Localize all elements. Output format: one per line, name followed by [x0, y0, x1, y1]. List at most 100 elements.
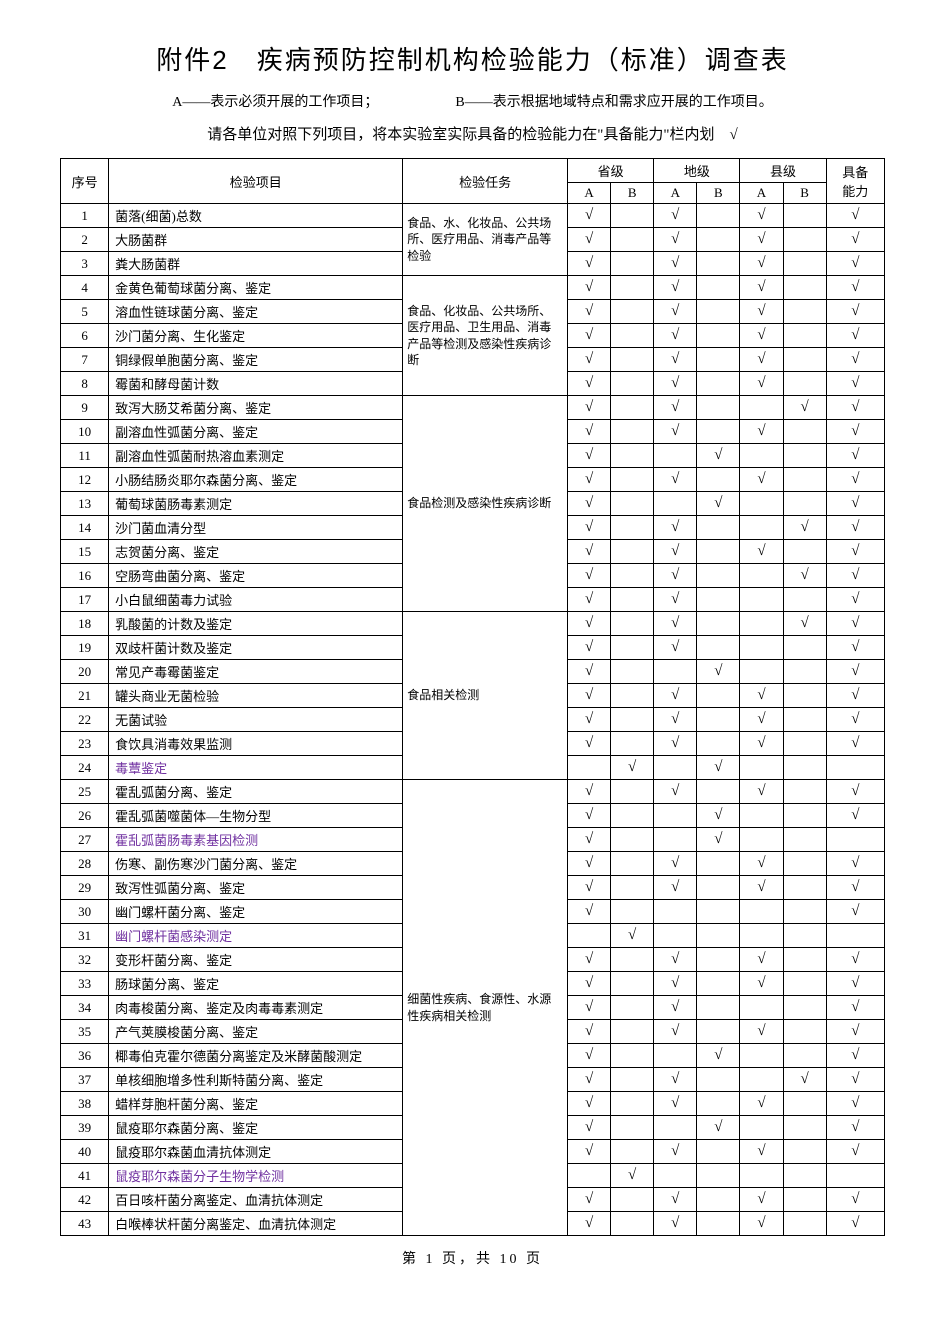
checkmark-icon: √: [585, 639, 593, 655]
checkmark-icon: √: [585, 1143, 593, 1159]
cell-check: [654, 804, 697, 828]
checkmark-icon: √: [851, 903, 859, 919]
cell-check: [611, 852, 654, 876]
cell-seq: 5: [61, 300, 109, 324]
checkmark-icon: √: [851, 663, 859, 679]
cell-check: √: [654, 1020, 697, 1044]
cell-check: [783, 420, 826, 444]
cell-check: [740, 516, 783, 540]
cell-seq: 29: [61, 876, 109, 900]
cell-check: √: [654, 1212, 697, 1236]
cell-check: √: [654, 516, 697, 540]
checkmark-icon: √: [671, 327, 679, 343]
cell-check: √: [568, 300, 611, 324]
cell-check: [654, 756, 697, 780]
cell-check: [611, 276, 654, 300]
cell-check: [697, 372, 740, 396]
checkmark-icon: √: [585, 255, 593, 271]
cell-item: 志贺菌分离、鉴定: [109, 540, 403, 564]
cell-check: √: [654, 1068, 697, 1092]
checkmark-icon: √: [851, 591, 859, 607]
cell-check: [697, 516, 740, 540]
cell-check: √: [826, 732, 884, 756]
cell-check: √: [826, 228, 884, 252]
cell-check: [611, 516, 654, 540]
cell-item: 铜绿假单胞菌分离、鉴定: [109, 348, 403, 372]
cell-item: 毒蕈鉴定: [109, 756, 403, 780]
legend-a: A——表示必须开展的工作项目；: [172, 95, 378, 110]
header-capability: 具备 能力: [826, 159, 884, 204]
cell-check: [740, 588, 783, 612]
cell-check: √: [740, 348, 783, 372]
table-row: 25霍乱弧菌分离、鉴定细菌性疾病、食源性、水源性疾病相关检测√√√√: [61, 780, 885, 804]
cell-check: [783, 972, 826, 996]
cell-check: √: [697, 756, 740, 780]
header-item: 检验项目: [109, 159, 403, 204]
cell-check: √: [654, 564, 697, 588]
cell-task: 食品、化妆品、公共场所、医疗用品、卫生用品、消毒产品等检测及感染性疾病诊断: [403, 276, 568, 396]
page-footer: 第 1 页，共 10 页: [60, 1248, 885, 1268]
cell-check: [783, 1020, 826, 1044]
cell-check: [611, 1116, 654, 1140]
cell-check: [783, 444, 826, 468]
cell-check: [611, 492, 654, 516]
checkmark-icon: √: [671, 1143, 679, 1159]
cell-check: √: [654, 876, 697, 900]
checkmark-icon: √: [757, 303, 765, 319]
cell-task: 食品检测及感染性疾病诊断: [403, 396, 568, 612]
cell-item: 金黄色葡萄球菌分离、鉴定: [109, 276, 403, 300]
cell-seq: 38: [61, 1092, 109, 1116]
cell-check: √: [568, 1212, 611, 1236]
cell-check: √: [783, 1068, 826, 1092]
cell-check: [740, 900, 783, 924]
cell-check: [783, 876, 826, 900]
cell-check: √: [826, 972, 884, 996]
checkmark-icon: √: [851, 615, 859, 631]
cell-check: √: [568, 492, 611, 516]
cell-item: 罐头商业无菌检验: [109, 684, 403, 708]
cell-item: 霍乱弧菌分离、鉴定: [109, 780, 403, 804]
cell-check: √: [740, 708, 783, 732]
cell-check: √: [568, 732, 611, 756]
cell-item: 肠球菌分离、鉴定: [109, 972, 403, 996]
cell-check: √: [740, 1020, 783, 1044]
header-county-a: A: [740, 183, 783, 204]
cell-item: 鼠疫耶尔森菌血清抗体测定: [109, 1140, 403, 1164]
checkmark-icon: √: [851, 375, 859, 391]
cell-item: 变形杆菌分离、鉴定: [109, 948, 403, 972]
checkmark-icon: √: [585, 495, 593, 511]
cell-check: [697, 876, 740, 900]
cell-check: √: [568, 1020, 611, 1044]
checkmark-icon: √: [671, 1095, 679, 1111]
checkmark-icon: √: [757, 207, 765, 223]
cell-check: [654, 492, 697, 516]
cell-check: √: [826, 660, 884, 684]
cell-check: [611, 1068, 654, 1092]
cell-item: 粪大肠菌群: [109, 252, 403, 276]
cell-check: √: [826, 708, 884, 732]
cell-check: [697, 564, 740, 588]
cell-check: √: [611, 924, 654, 948]
checkmark-icon: √: [585, 1191, 593, 1207]
cell-check: √: [568, 684, 611, 708]
cell-seq: 22: [61, 708, 109, 732]
cell-item: 单核细胞增多性利斯特菌分离、鉴定: [109, 1068, 403, 1092]
cell-check: √: [826, 372, 884, 396]
cell-check: √: [826, 876, 884, 900]
checkmark-icon: √: [851, 783, 859, 799]
cell-check: √: [568, 540, 611, 564]
cell-check: [697, 1212, 740, 1236]
cell-check: √: [740, 780, 783, 804]
checkmark-icon: √: [671, 951, 679, 967]
checkmark-icon: √: [671, 255, 679, 271]
cell-check: √: [654, 972, 697, 996]
cell-check: √: [568, 1068, 611, 1092]
cell-check: [568, 924, 611, 948]
cell-check: [611, 588, 654, 612]
checkmark-icon: √: [714, 807, 722, 823]
cell-check: √: [654, 276, 697, 300]
checkmark-icon: √: [671, 1023, 679, 1039]
cell-check: [783, 348, 826, 372]
cell-check: √: [654, 468, 697, 492]
cell-item: 食饮具消毒效果监测: [109, 732, 403, 756]
